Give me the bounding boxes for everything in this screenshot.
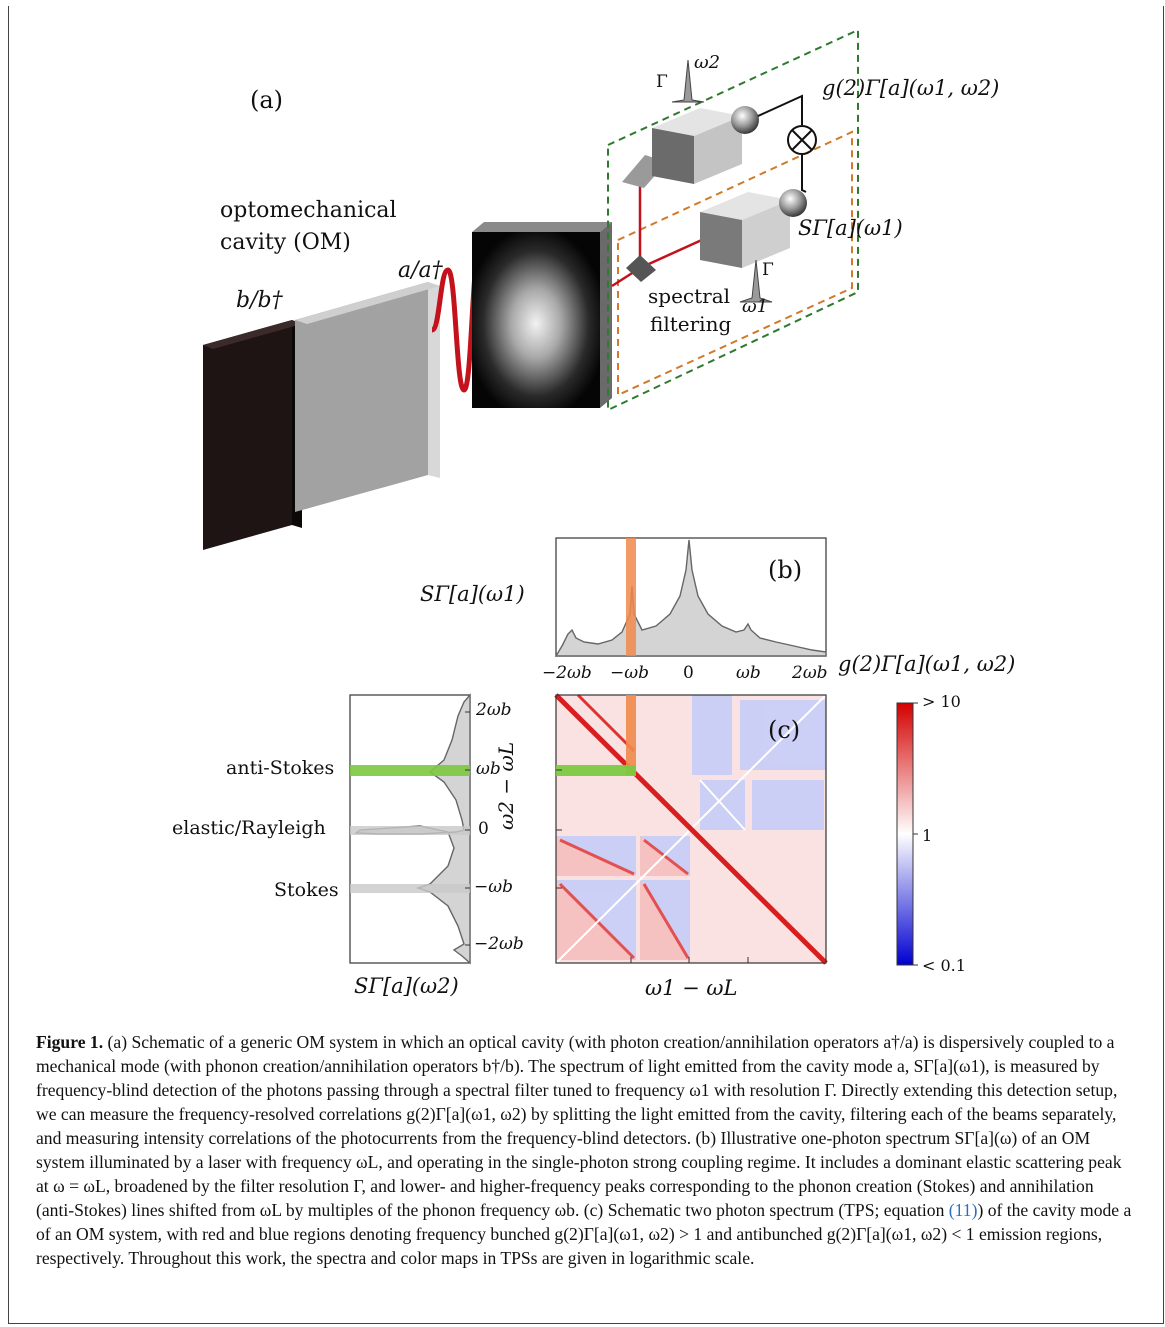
omega1-label: ω1 — [742, 296, 769, 317]
panel-b-plot — [554, 537, 827, 657]
c-ytick-3: −ωb — [474, 877, 513, 897]
g2-label-a: g(2)Γ[a](ω1, ω2) — [822, 76, 1000, 100]
s-detection-box — [617, 130, 853, 397]
filtering-line2: filtering — [650, 312, 732, 336]
g2-label-b: g(2)Γ[a](ω1, ω2) — [838, 652, 1016, 676]
back-mirror — [203, 320, 302, 550]
b-xtick-1: −ωb — [610, 663, 649, 683]
orange-band-b — [626, 538, 636, 656]
filtering-line1: spectral — [648, 284, 731, 308]
tps-map — [554, 693, 828, 965]
c-ytick-4: −2ωb — [474, 934, 524, 954]
b-xtick-4: 2ωb — [792, 663, 828, 683]
main-diagonal — [554, 693, 828, 965]
g2-detection-box — [607, 28, 859, 412]
figure-graphic — [203, 28, 918, 966]
s-label-a: SΓ[a](ω1) — [798, 216, 903, 240]
cavity-label-line1: optomechanical — [220, 198, 397, 223]
gamma-2-label: Γ — [656, 72, 668, 92]
caption-title: Figure 1. — [36, 1032, 104, 1052]
gamma-1-label: Γ — [762, 260, 774, 280]
multiplier-icon — [787, 125, 817, 155]
filter-box-1 — [700, 192, 790, 268]
correlator-wires — [757, 94, 807, 193]
c-ytick-2: 0 — [478, 819, 489, 839]
c-ytick-0: 2ωb — [476, 700, 512, 720]
panel-a-label: (a) — [250, 86, 284, 114]
green-band-c — [350, 765, 470, 776]
grey-band-stokes — [350, 884, 470, 893]
filter-box-2 — [652, 108, 742, 184]
detector-1-icon — [779, 189, 807, 217]
anti-stokes-label: anti-Stokes — [226, 757, 335, 779]
photon-operators: a/a† — [398, 258, 443, 283]
caption-text-2: ) of the cavity mode a of an OM system, … — [36, 1200, 1132, 1268]
detector-2-icon — [731, 106, 759, 134]
panel-b-label: (b) — [768, 556, 803, 584]
figure-frame — [8, 6, 1164, 1324]
b-xtick-0: −2ωb — [542, 663, 592, 683]
caption-text-1: (a) Schematic of a generic OM system in … — [36, 1032, 1122, 1220]
grey-band-elastic — [350, 826, 470, 835]
spectrum-b-curve — [554, 539, 827, 657]
panel-c-label: (c) — [768, 716, 801, 744]
side-spectrum-xlabel: SΓ[a](ω2) — [354, 974, 459, 998]
colorbar-top-label: > 10 — [922, 692, 961, 711]
b-xtick-2: 0 — [683, 663, 694, 683]
c-ytick-1: ωb — [476, 759, 501, 779]
panel-b-ylabel: SΓ[a](ω1) — [420, 582, 525, 606]
colorbar — [896, 702, 918, 966]
output-mirror — [472, 222, 612, 408]
green-band-tps — [556, 765, 636, 776]
movable-mirror — [295, 282, 440, 512]
panel-c-ylabel: ω2 − ωL — [494, 741, 518, 830]
panel-c-side-spectrum — [349, 693, 471, 965]
filter-peak-2-icon — [671, 59, 705, 103]
filter-peak-1-icon — [739, 259, 773, 303]
orange-band-c — [626, 695, 636, 775]
panel-c-xlabel: ω1 − ωL — [645, 976, 738, 1000]
cavity-label-line2: cavity (OM) — [220, 230, 351, 255]
equation-reference-link[interactable]: (11) — [948, 1200, 978, 1220]
b-xtick-3: ωb — [736, 663, 761, 683]
figure-caption: Figure 1. (a) Schematic of a generic OM … — [36, 1030, 1136, 1270]
omega2-label: ω2 — [694, 52, 721, 73]
phonon-operators: b/b† — [236, 288, 283, 313]
beam-splitter — [626, 255, 656, 282]
stokes-label: Stokes — [274, 879, 339, 901]
colorbar-bottom-label: < 0.1 — [922, 956, 966, 975]
colorbar-mid-label: 1 — [922, 826, 933, 845]
tps-ticks — [465, 711, 749, 963]
elastic-label: elastic/Rayleigh — [172, 817, 326, 839]
